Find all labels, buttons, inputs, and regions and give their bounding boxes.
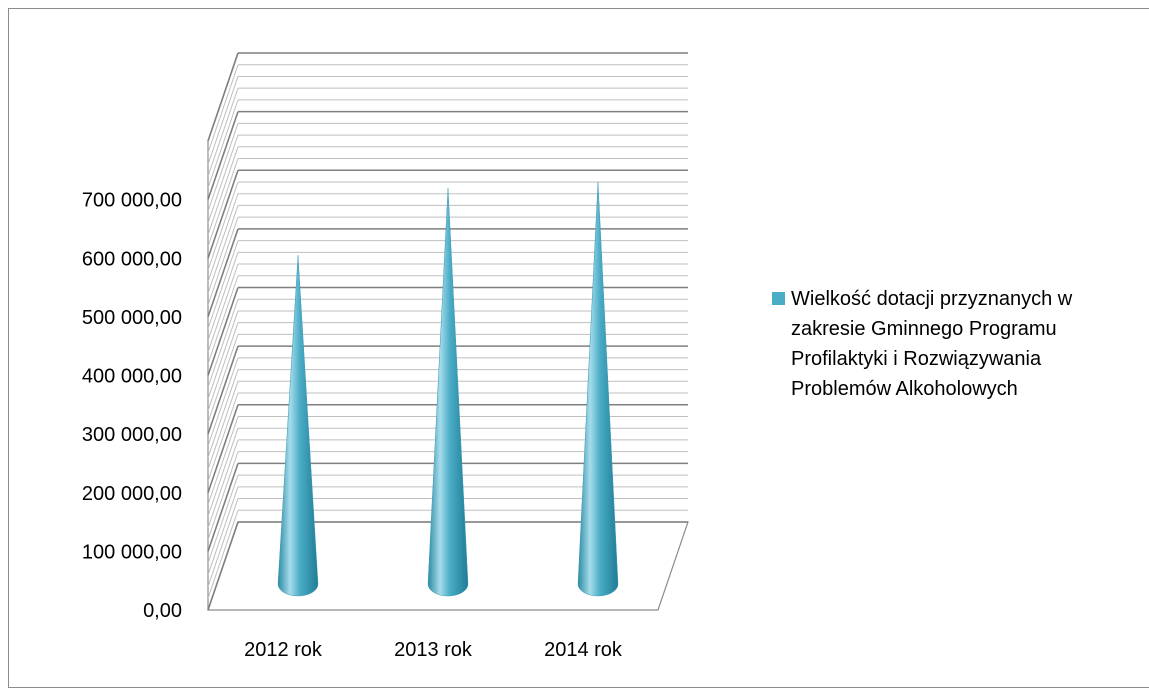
gridline-side xyxy=(207,451,239,540)
gridline-side xyxy=(207,404,239,494)
gridline-side xyxy=(207,76,239,165)
chart-cones xyxy=(277,181,619,597)
cone-bar xyxy=(427,187,469,597)
y-axis-labels: 0,00 100 000,00 200 000,00 300 000,00 400 00… xyxy=(82,190,182,622)
gridline-side xyxy=(207,498,239,587)
gridline-side xyxy=(207,322,239,411)
gridline-side xyxy=(207,416,239,505)
gridline-side xyxy=(207,216,239,306)
gridline-side xyxy=(207,252,239,341)
gridline-side xyxy=(207,299,239,388)
gridline-side xyxy=(207,463,239,552)
gridline-side xyxy=(207,369,239,458)
chart-gridlines xyxy=(207,52,688,611)
gridline-side xyxy=(207,111,239,200)
gridline-side xyxy=(207,146,239,235)
y-tick-label: 700 000,00 xyxy=(82,190,182,212)
x-tick-label: 2012 rok xyxy=(244,639,323,661)
y-tick-label: 300 000,00 xyxy=(82,424,182,446)
y-tick-label: 200 000,00 xyxy=(82,483,182,505)
gridline-side xyxy=(207,310,239,400)
legend-swatch xyxy=(772,292,785,305)
gridline-side xyxy=(207,158,239,247)
gridline-side xyxy=(207,99,239,189)
gridline-side xyxy=(207,169,239,259)
gridline-side xyxy=(207,357,239,447)
gridline-side xyxy=(207,275,239,364)
cone-bar xyxy=(577,181,619,597)
gridline-side xyxy=(207,474,239,564)
gridline-side xyxy=(207,263,239,353)
y-tick-label: 400 000,00 xyxy=(82,366,182,388)
gridline-side xyxy=(207,345,239,435)
x-axis-labels: 2012 rok 2013 rok 2014 rok xyxy=(244,639,623,661)
gridline-side xyxy=(207,52,239,142)
gridline-side xyxy=(207,123,239,212)
gridline-side xyxy=(207,240,239,329)
legend: Wielkość dotacji przyznanych w zakresie … xyxy=(772,284,1142,404)
gridline-side xyxy=(207,134,239,224)
x-tick-label: 2013 rok xyxy=(394,639,473,661)
y-tick-label: 500 000,00 xyxy=(82,307,182,329)
gridline-side xyxy=(207,88,239,177)
gridline-side xyxy=(207,193,239,282)
gridline-side xyxy=(207,439,239,529)
gridline-side xyxy=(207,510,239,599)
gridline-side xyxy=(207,205,239,294)
y-tick-label: 600 000,00 xyxy=(82,248,182,270)
legend-label: Wielkość dotacji przyznanych w zakresie … xyxy=(791,288,1073,400)
y-tick-label: 0,00 xyxy=(143,600,182,622)
gridline-side xyxy=(207,228,239,318)
gridline-side xyxy=(207,392,239,482)
gridline-side xyxy=(207,428,239,517)
y-tick-label: 100 000,00 xyxy=(82,541,182,563)
gridline-side xyxy=(207,486,239,575)
cone-bar xyxy=(277,255,319,597)
gridline-side xyxy=(207,181,239,271)
gridline-side xyxy=(207,334,239,423)
x-tick-label: 2014 rok xyxy=(544,639,623,661)
gridline-side xyxy=(207,381,239,470)
gridline-side xyxy=(207,64,239,153)
gridline-side xyxy=(207,521,239,611)
gridline-side xyxy=(207,287,239,376)
